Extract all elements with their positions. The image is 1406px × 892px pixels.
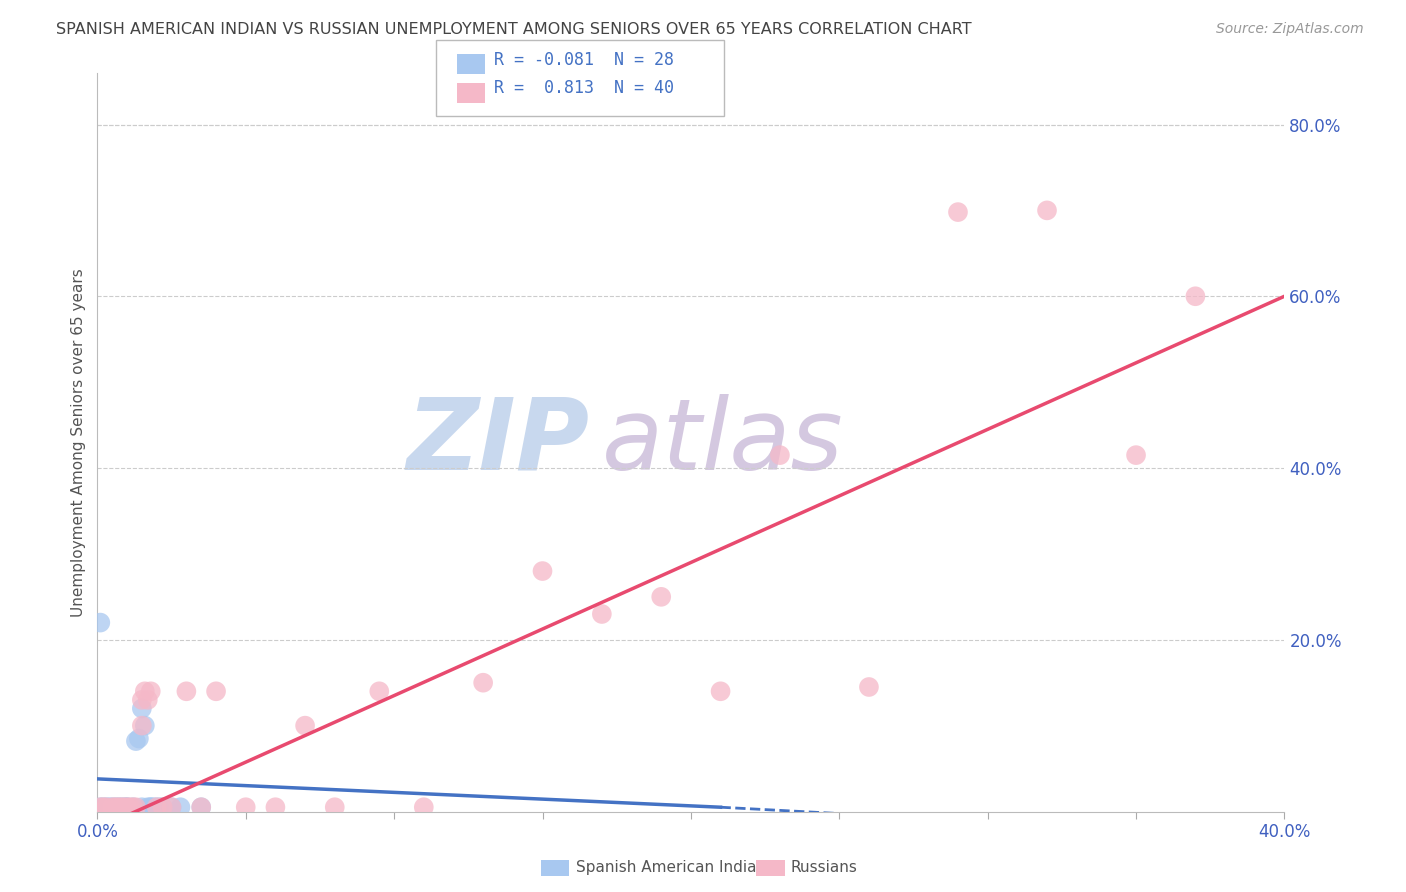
Point [152,800,174,814]
Point [323,800,346,814]
Point [412,800,434,814]
Point [294,718,316,732]
Point [110,800,132,814]
Point [205,684,228,698]
Text: Spanish American Indians: Spanish American Indians [576,861,775,875]
Point [128,731,150,746]
Text: atlas: atlas [602,393,844,491]
Point [160,800,183,814]
Point [1184,289,1206,303]
Point [134,718,156,732]
Point [134,684,156,698]
Point [89,800,111,814]
Point [142,800,165,814]
Point [858,680,880,694]
Point [91,800,114,814]
Point [149,800,172,814]
Point [152,800,174,814]
Point [1036,203,1059,218]
Point [122,800,145,814]
Point [190,800,212,814]
Point [139,800,162,814]
Text: SPANISH AMERICAN INDIAN VS RUSSIAN UNEMPLOYMENT AMONG SENIORS OVER 65 YEARS CORR: SPANISH AMERICAN INDIAN VS RUSSIAN UNEMP… [56,22,972,37]
Point [1125,448,1147,462]
Point [136,800,159,814]
Point [139,800,162,814]
Point [104,800,127,814]
Point [115,800,138,814]
Point [125,800,148,814]
Point [946,205,969,219]
Point [112,800,135,814]
Text: R =  0.813  N = 40: R = 0.813 N = 40 [494,79,673,97]
Point [101,800,124,814]
Point [368,684,391,698]
Point [110,800,132,814]
Point [264,800,287,814]
Point [115,800,138,814]
Point [107,800,129,814]
Point [104,800,127,814]
Text: ZIP: ZIP [406,393,591,491]
Point [98,800,121,814]
Point [139,684,162,698]
Point [472,675,495,690]
Point [112,800,135,814]
Point [101,800,124,814]
Point [145,800,167,814]
Point [131,693,153,707]
Text: Russians: Russians [790,861,858,875]
Text: Source: ZipAtlas.com: Source: ZipAtlas.com [1216,22,1364,37]
Point [145,800,167,814]
Point [96,800,118,814]
Point [131,718,153,732]
Text: R = -0.081  N = 28: R = -0.081 N = 28 [494,51,673,69]
Point [91,800,114,814]
Point [125,734,148,748]
Point [107,800,129,814]
Point [89,615,111,630]
Point [176,684,198,698]
Point [115,800,138,814]
Point [650,590,672,604]
Point [190,800,212,814]
Point [769,448,792,462]
Point [122,800,145,814]
Point [131,800,153,814]
Point [709,684,731,698]
Point [89,800,111,814]
Point [96,800,118,814]
Y-axis label: Unemployment Among Seniors over 65 years: Unemployment Among Seniors over 65 years [72,268,86,616]
Point [160,800,183,814]
Point [235,800,257,814]
Point [131,701,153,715]
Point [531,564,554,578]
Point [169,800,191,814]
Point [136,693,159,707]
Point [118,800,141,814]
Point [591,607,613,621]
